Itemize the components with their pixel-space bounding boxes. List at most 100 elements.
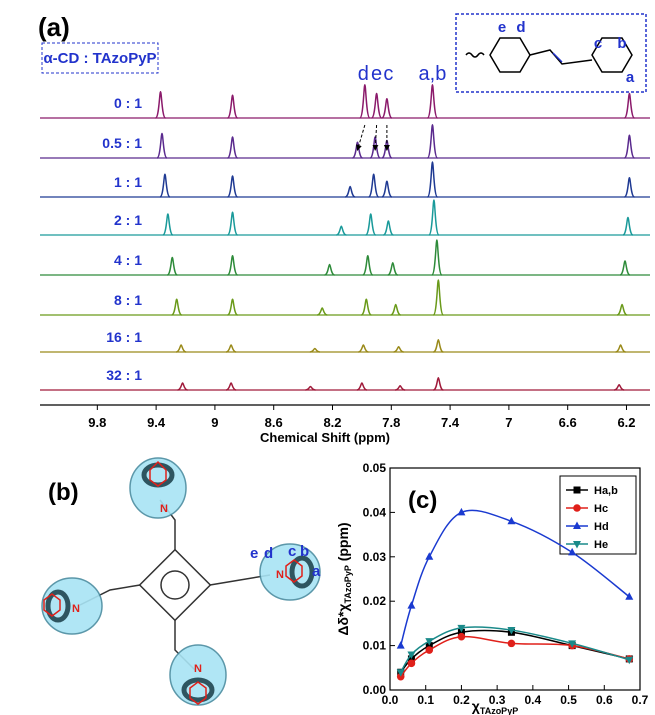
atom-label: a	[312, 563, 321, 580]
y-axis-label: Δδ*χTAzoPyP (ppm)	[335, 522, 353, 635]
panel-label: (a)	[38, 12, 70, 42]
panel-label: (b)	[48, 479, 79, 506]
series-label: 8 : 1	[114, 292, 142, 308]
atom: N	[194, 663, 202, 675]
peak	[364, 213, 377, 236]
legend-marker	[573, 486, 581, 494]
peak	[433, 338, 444, 353]
peak	[305, 385, 316, 391]
series-label: 0.5 : 1	[102, 135, 142, 151]
x-axis-label-sub: TAzoPyP	[480, 706, 518, 715]
cyclodextrin	[169, 644, 227, 706]
x-tick-label: 0.7	[632, 693, 649, 707]
x-tick-label: 0.5	[560, 693, 577, 707]
peak	[225, 382, 237, 391]
peak	[162, 213, 174, 236]
peak	[356, 382, 368, 391]
peak	[426, 123, 439, 159]
ring	[285, 559, 303, 583]
peak	[616, 303, 628, 316]
peak	[428, 199, 440, 236]
marker	[457, 624, 466, 633]
shift-arrow	[372, 124, 379, 151]
legend-marker	[573, 504, 581, 512]
series-label: 32 : 1	[106, 367, 142, 383]
shift-arrow	[356, 124, 366, 151]
x-tick-label: 7	[505, 415, 512, 430]
peak	[383, 220, 394, 236]
marker	[407, 659, 416, 668]
peak	[393, 345, 404, 353]
peak	[390, 303, 401, 316]
peak	[166, 256, 178, 276]
legend-box	[41, 42, 159, 74]
marker	[396, 641, 405, 649]
peak	[387, 261, 399, 276]
x-tick-label: 0.3	[489, 693, 506, 707]
series-label: 0 : 1	[114, 95, 142, 111]
azo-double	[552, 52, 563, 63]
peak	[359, 83, 371, 119]
peak	[433, 376, 444, 391]
x-axis-label-main: χ	[472, 698, 480, 714]
marker	[625, 592, 634, 600]
x-tick-label: 8.6	[265, 415, 283, 430]
structure-label: d	[516, 19, 525, 36]
marker	[407, 651, 416, 659]
x-axis-label: χTAzoPyP	[472, 698, 518, 715]
marker	[507, 639, 516, 648]
structure-label: e	[498, 19, 506, 36]
atom-label: c	[288, 543, 296, 560]
arm	[79, 499, 271, 671]
legend-box	[559, 475, 637, 555]
peak	[154, 90, 167, 119]
x-axis-label: Chemical Shift (ppm)	[260, 430, 390, 445]
marker	[568, 640, 577, 648]
legend-label: Hd	[594, 521, 609, 533]
atom-label: b	[300, 543, 309, 560]
porphyrin-core	[160, 570, 190, 600]
y-tick-label: 0.04	[363, 505, 387, 519]
marker	[568, 547, 577, 556]
legend-title: α-CD : TAzoPyP	[43, 50, 156, 67]
x-tick-label: 0.0	[382, 693, 399, 707]
y-axis-label-unit: (ppm)	[335, 522, 351, 565]
peak	[381, 97, 393, 119]
peak	[381, 139, 393, 159]
x-tick-label: 9.4	[147, 415, 166, 430]
peak	[614, 383, 625, 391]
marker	[425, 638, 434, 646]
y-tick-label: 0.02	[363, 594, 387, 608]
peak	[623, 176, 635, 198]
peak	[227, 254, 238, 276]
marker	[425, 646, 434, 654]
x-tick-label: 6.6	[559, 415, 577, 430]
x-tick-label: 9	[211, 415, 218, 430]
peak	[226, 211, 239, 236]
legend-label: He	[594, 539, 608, 551]
peak	[615, 344, 626, 353]
peak	[619, 260, 631, 276]
y-axis-label-sub: TAzoPyP	[343, 565, 353, 603]
marker	[507, 627, 516, 635]
peak-label: e	[371, 63, 382, 85]
peak	[309, 347, 320, 353]
peak	[395, 385, 406, 391]
peak	[432, 279, 445, 316]
atom-label: e	[250, 545, 258, 562]
benzene-ring	[489, 37, 531, 73]
cd-rim	[45, 589, 71, 623]
atom: N	[160, 503, 168, 515]
y-tick-label: 0.00	[363, 683, 387, 697]
benzene-ring	[591, 37, 633, 73]
ring	[189, 681, 207, 705]
fit-line	[400, 626, 630, 673]
structure	[455, 13, 647, 93]
peak	[426, 161, 439, 198]
atom-label: d	[264, 545, 273, 562]
peak	[622, 216, 634, 236]
legend-label: Ha,b	[594, 485, 618, 497]
ring	[43, 593, 61, 617]
peak	[226, 136, 239, 159]
